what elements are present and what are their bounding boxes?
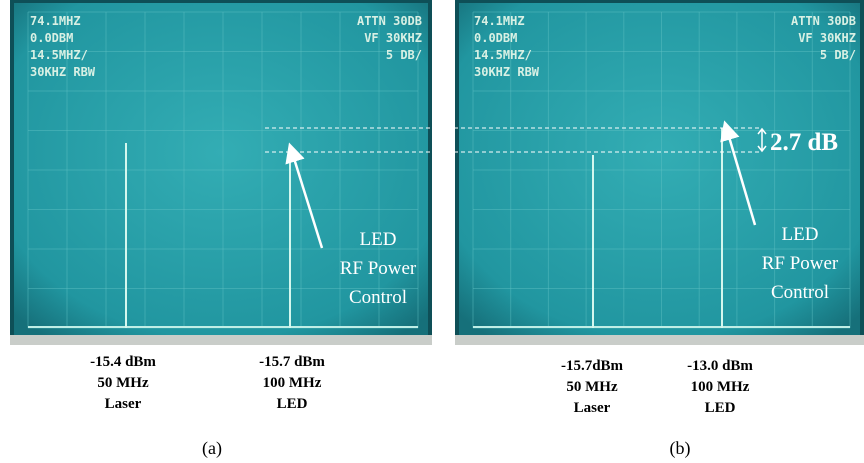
annotation-arrow [720,120,757,226]
panel-caption: (a) [202,438,222,459]
signal-label: 100 MHz [691,379,750,395]
screen-readout: 14.5MHZ/ [30,48,88,62]
screen-readout: ATTN 30DB [357,14,422,28]
annotation-arrow [285,142,324,249]
screen-readout: 74.1MHZ [30,14,81,28]
signal-label: -13.0 dBm [687,358,753,374]
screen [459,3,860,335]
screen-readout: 14.5MHZ/ [474,48,532,62]
annotation-text: Control [349,287,407,308]
screen-readout: 30KHZ RBW [474,65,540,79]
signal-label: 100 MHz [263,375,322,391]
screen-bottom [455,335,864,345]
screen-readout: 0.0DBM [30,31,73,45]
screen-readout: 74.1MHZ [474,14,525,28]
screen [14,3,428,335]
difference-label: 2.7 dB [770,129,838,156]
signal-label: Laser [574,400,611,416]
screen-readout: 30KHZ RBW [30,65,96,79]
annotation-text: RF Power [340,258,417,279]
annotation-text: LED [360,229,397,250]
annotation-text: Control [771,282,829,303]
signal-label: -15.4 dBm [90,354,156,370]
signal-label: LED [277,396,308,412]
annotation-text: RF Power [762,253,839,274]
signal-label: -15.7dBm [561,358,624,374]
screen-readout: 5 DB/ [820,48,856,62]
annotation-text: LED [782,224,819,245]
screen-bottom [10,335,432,345]
signal-label: LED [705,400,736,416]
screen-readout: VF 30KHZ [364,31,422,45]
screen-readout: 0.0DBM [474,31,517,45]
screen-readout: ATTN 30DB [791,14,856,28]
signal-label: -15.7 dBm [259,354,325,370]
screen-readout: VF 30KHZ [798,31,856,45]
screen-readout: 5 DB/ [386,48,422,62]
difference-marker [757,127,767,153]
signal-label: 50 MHz [97,375,149,391]
signal-label: Laser [105,396,142,412]
panel-caption: (b) [670,438,691,459]
signal-label: 50 MHz [566,379,618,395]
